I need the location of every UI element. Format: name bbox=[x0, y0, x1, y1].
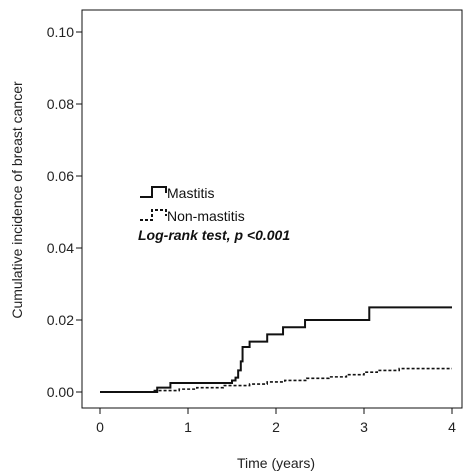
legend-swatch-non-mastitis bbox=[140, 209, 167, 221]
series-line-non-mastitis bbox=[100, 367, 452, 393]
series-layer bbox=[100, 306, 452, 393]
legend-swatch-mastitis bbox=[140, 186, 167, 198]
log-rank-annotation: Log-rank test, p <0.001 bbox=[138, 227, 290, 243]
plot-border bbox=[81, 9, 463, 409]
x-tick-label: 2 bbox=[272, 419, 280, 435]
y-axis: 0.00 0.02 0.04 0.06 0.08 0.10 bbox=[47, 24, 82, 400]
x-tick-label: 1 bbox=[184, 419, 192, 435]
x-axis: 0 1 2 3 4 bbox=[96, 408, 456, 435]
y-axis-title: Cumulative incidence of breast cancer bbox=[9, 81, 25, 319]
x-axis-title: Time (years) bbox=[237, 455, 315, 471]
x-tick-label: 0 bbox=[96, 419, 104, 435]
y-tick-label: 0.06 bbox=[47, 168, 74, 184]
legend: Mastitis Non-mastitis bbox=[140, 185, 245, 224]
y-tick-label: 0.08 bbox=[47, 96, 74, 112]
legend-label-mastitis: Mastitis bbox=[167, 185, 214, 201]
y-tick-label: 0.02 bbox=[47, 312, 74, 328]
x-tick-label: 4 bbox=[448, 419, 456, 435]
y-tick-label: 0.10 bbox=[47, 24, 74, 40]
x-tick-label: 3 bbox=[360, 419, 368, 435]
y-tick-label: 0.00 bbox=[47, 384, 74, 400]
y-tick-label: 0.04 bbox=[47, 240, 74, 256]
legend-label-non-mastitis: Non-mastitis bbox=[167, 208, 245, 224]
series-line-mastitis bbox=[100, 306, 452, 393]
plot-frame bbox=[81, 9, 463, 409]
